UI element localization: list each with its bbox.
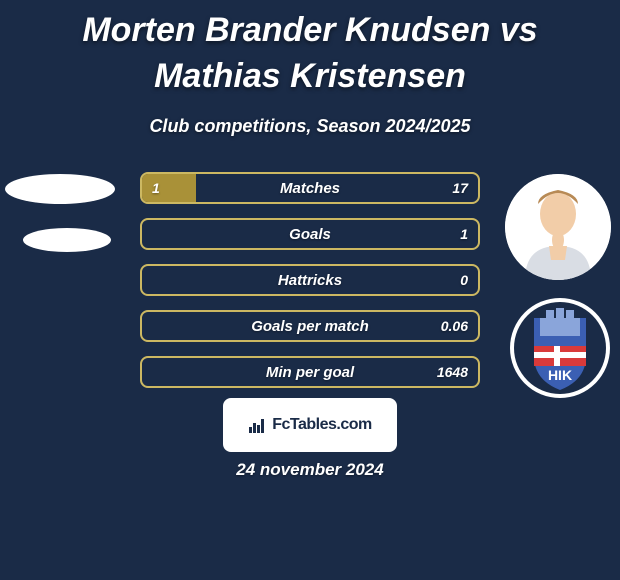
stat-label: Goals per match — [142, 318, 478, 335]
stat-row: Min per goal1648 — [140, 356, 480, 388]
footer-brand-badge: FcTables.com — [223, 398, 397, 452]
player-right-photo — [505, 174, 611, 280]
subtitle: Club competitions, Season 2024/2025 — [0, 116, 620, 137]
stat-value-right: 17 — [452, 180, 468, 196]
footer-date: 24 november 2024 — [0, 460, 620, 480]
stat-value-right: 0.06 — [441, 318, 468, 334]
stats-comparison-chart: 1Matches17Goals1Hattricks0Goals per matc… — [140, 172, 480, 402]
avatar-placeholder-shape — [5, 174, 115, 204]
stat-value-right: 1648 — [437, 364, 468, 380]
stat-row: Goals per match0.06 — [140, 310, 480, 342]
stat-label: Min per goal — [142, 364, 478, 381]
stat-label: Hattricks — [142, 272, 478, 289]
page-title: Morten Brander Knudsen vs Mathias Kriste… — [0, 0, 620, 100]
stat-label: Matches — [142, 180, 478, 197]
bars-icon — [248, 415, 268, 435]
stat-row: 1Matches17 — [140, 172, 480, 204]
player-left-avatar — [5, 174, 115, 252]
stat-value-right: 1 — [460, 226, 468, 242]
player-right-column: HIK — [505, 174, 615, 398]
svg-text:HIK: HIK — [548, 367, 572, 383]
avatar-placeholder-shape — [23, 228, 111, 252]
footer-brand-text: FcTables.com — [272, 416, 372, 434]
stat-label: Goals — [142, 226, 478, 243]
player-right-club-logo: HIK — [510, 298, 610, 398]
stat-row: Goals1 — [140, 218, 480, 250]
stat-value-right: 0 — [460, 272, 468, 288]
stat-row: Hattricks0 — [140, 264, 480, 296]
